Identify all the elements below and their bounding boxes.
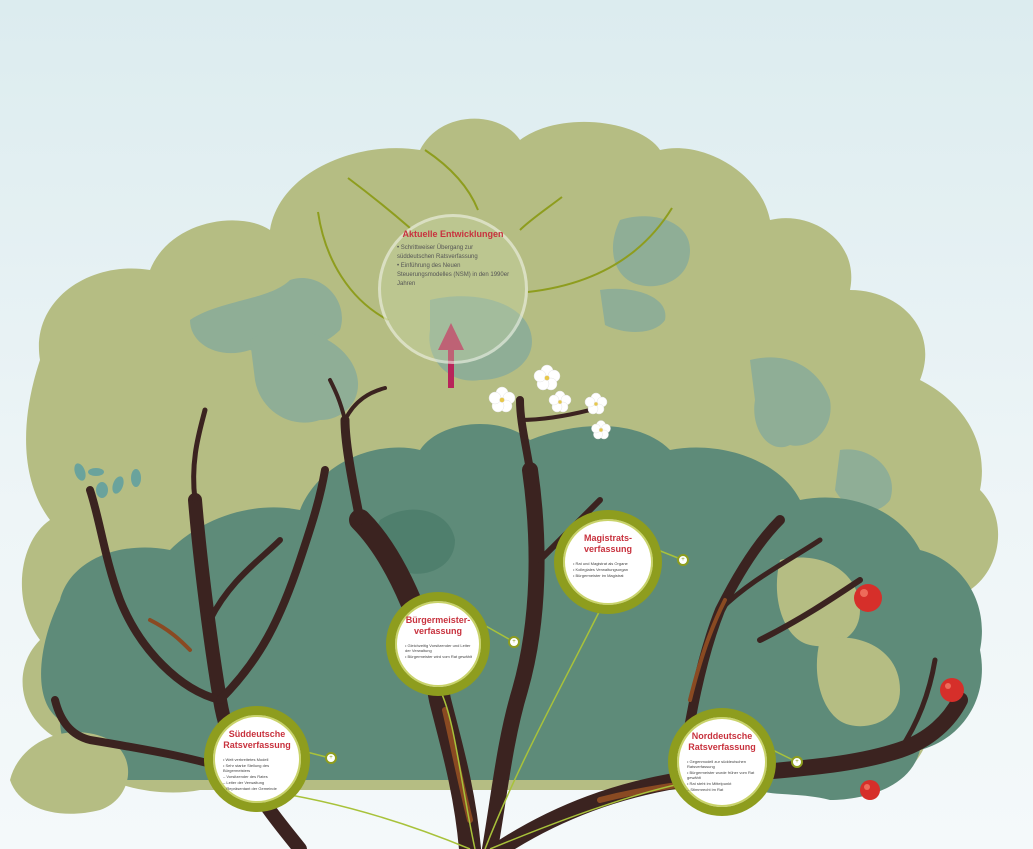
node-title: Süddeutsche Ratsverfassung bbox=[223, 729, 291, 750]
sub-bullet-item: Leiter der Verwaltung bbox=[223, 780, 293, 785]
node-bullets: Rat und Magistrat als Organe Kollegiales… bbox=[573, 561, 645, 578]
bullet-item: Bürgermeister wurde früher vom Rat gewäh… bbox=[687, 770, 759, 780]
node-buergermeisterverfassung[interactable]: Bürgermeister- verfassung Gleichzeitig V… bbox=[386, 592, 490, 696]
node-aktuelle-entwicklungen[interactable]: Aktuelle Entwicklungen Schrittweiser Übe… bbox=[378, 214, 528, 364]
node-magistratsverfassung[interactable]: Magistrats- verfassung Rat und Magistrat… bbox=[554, 510, 662, 614]
node-sueddeutsche-ratsverfassung[interactable]: Süddeutsche Ratsverfassung Weit verbreit… bbox=[204, 706, 310, 812]
bullet-item: Rat steht im Mittelpunkt bbox=[687, 781, 759, 786]
node-title: Magistrats- verfassung bbox=[583, 533, 633, 554]
decorative-arcs bbox=[317, 149, 673, 321]
zoom-circle-icon[interactable]: + bbox=[508, 636, 520, 648]
bullet-item: Schrittweiser Übergang zur süddeutschen … bbox=[397, 244, 511, 262]
teal-leaf-icon bbox=[74, 463, 141, 498]
sub-bullet-item: Vorsitzender des Rates bbox=[223, 774, 293, 779]
node-norddeutsche-ratsverfassung[interactable]: Norddeutsche Ratsverfassung Gegenmodell … bbox=[668, 708, 776, 816]
bullet-item: Bürgermeister im Magistrat bbox=[573, 573, 645, 578]
bullet-item: Kollegiales Verwaltungsorgan bbox=[573, 567, 645, 572]
bullet-item: Bürgermeister wird vom Rat gewählt bbox=[405, 654, 473, 659]
bullet-item: Rat und Magistrat als Organe bbox=[573, 561, 645, 566]
sub-bullet-item: Stimmrecht im Rat bbox=[687, 787, 759, 792]
bullet-item: Sehr starke Stellung des Bürgermeisters bbox=[223, 763, 293, 773]
bullet-item: Weit verbreitetes Modell bbox=[223, 757, 293, 762]
node-bullets: Schrittweiser Übergang zur süddeutschen … bbox=[397, 244, 511, 289]
bullet-item: Gegenmodell zur süddeutschen Ratsverfass… bbox=[687, 759, 759, 769]
sub-bullet-item: Repräsentant der Gemeinde bbox=[223, 786, 293, 791]
node-bullets: Gegenmodell zur süddeutschen Ratsverfass… bbox=[687, 759, 759, 792]
node-bullets: Gleichzeitig Vorsitzender und Leiter der… bbox=[405, 643, 473, 659]
bullet-item: Einführung des Neuen Steuerungsmodelles … bbox=[397, 262, 511, 289]
zoom-circle-icon[interactable]: + bbox=[325, 752, 337, 764]
node-title: Bürgermeister- verfassung bbox=[405, 615, 471, 636]
node-title: Aktuelle Entwicklungen bbox=[402, 229, 504, 239]
bullet-item: Gleichzeitig Vorsitzender und Leiter der… bbox=[405, 643, 473, 653]
zoom-circle-icon[interactable]: + bbox=[677, 554, 689, 566]
zoom-circle-icon[interactable]: + bbox=[791, 756, 803, 768]
canopy-light-patches bbox=[10, 557, 900, 814]
node-title: Norddeutsche Ratsverfassung bbox=[688, 731, 756, 752]
red-apple-icon bbox=[854, 584, 964, 800]
white-blossom-icon bbox=[488, 364, 611, 440]
node-bullets: Weit verbreitetes Modell Sehr starke Ste… bbox=[223, 757, 293, 791]
